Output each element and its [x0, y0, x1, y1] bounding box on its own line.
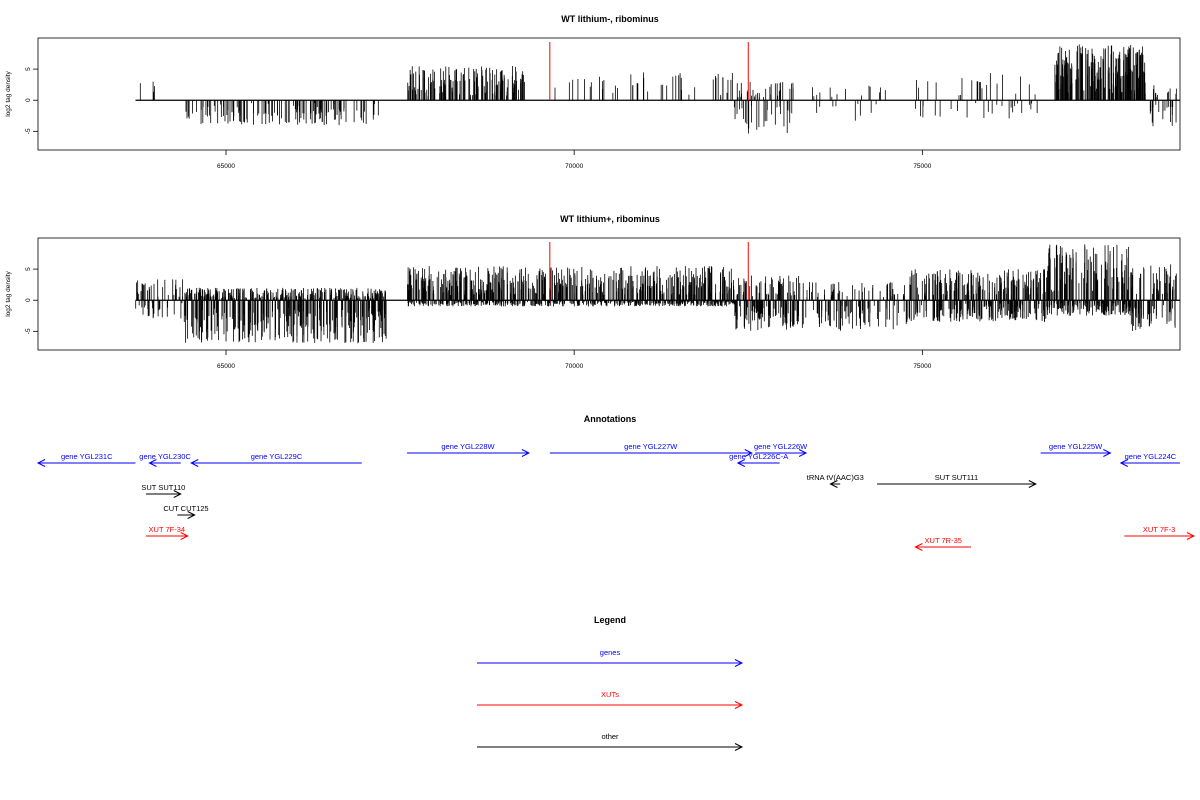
other-label: tRNA tV(AAC)G3: [807, 473, 864, 482]
gene-label: gene YGL230C: [139, 452, 191, 461]
x-tick-label: 70000: [565, 163, 583, 170]
gene-annotation: gene YGL229C: [190, 452, 362, 467]
annotations-panel: Annotations gene YGL231C gene YGL230C gene…: [36, 414, 1196, 551]
gene-label: gene YGL226C-A: [729, 452, 788, 461]
panel2-frame: [37, 237, 1181, 351]
legend-label: genes: [600, 648, 621, 657]
annotation-arrow-head: [734, 743, 744, 751]
annotation-arrow-head: [829, 480, 838, 488]
annotations-title: Annotations: [584, 414, 637, 424]
annotation-arrow-head: [744, 449, 753, 457]
xut-annotation: XUT 7R-35: [914, 536, 972, 551]
gene-label: gene YGL227W: [624, 442, 678, 451]
x-tick-label: 75000: [913, 163, 931, 170]
other-label: SUT SUT111: [935, 473, 978, 482]
x-tick-label: 75000: [913, 363, 931, 370]
legend-item: XUTs: [477, 690, 744, 709]
other-annotation: SUT SUT111: [877, 473, 1037, 488]
annotation-arrow-head: [734, 659, 744, 667]
panel1-axes: 65000 70000 75000 -5 0 5: [25, 67, 932, 170]
legend-item: other: [477, 732, 744, 751]
legend-label: XUTs: [601, 690, 619, 699]
annotation-arrow-head: [36, 459, 46, 467]
xut-label: XUT 7F-3: [1143, 525, 1175, 534]
gene-annotation: gene YGL231C: [36, 452, 136, 467]
x-tick-label: 65000: [217, 163, 235, 170]
gene-annotation: gene YGL224C: [1119, 452, 1180, 467]
legend-item: genes: [477, 648, 744, 667]
gene-annotation: gene YGL228W: [407, 442, 531, 457]
other-annotation: SUT SUT110: [141, 483, 185, 498]
annotation-arrow-head: [180, 532, 189, 540]
gene-annotation: gene YGL227W: [549, 442, 753, 457]
panel2-bars: [135, 242, 1180, 344]
panel2-ylabel: log2 tag density: [5, 270, 12, 316]
annotation-arrow-head: [173, 490, 182, 498]
annotation-arrow-head: [187, 511, 196, 519]
gene-label: gene YGL224C: [1125, 452, 1177, 461]
panel-lithium-plus: WT lithium+, ribominus 65000 70000 75000 -5…: [5, 214, 1181, 370]
gene-annotation: gene YGL226C-A: [729, 452, 788, 467]
y-tick-label: -5: [25, 328, 32, 334]
y-tick-label: 0: [25, 298, 32, 302]
y-tick-label: 0: [25, 98, 32, 102]
annotation-items: gene YGL231C gene YGL230C gene YGL229C gene…: [36, 442, 1196, 551]
panel2-axes: 65000 70000 75000 -5 0 5: [25, 267, 932, 370]
panel1-ylabel: log2 tag density: [5, 70, 12, 116]
legend-panel: Legend genes XUTs other: [477, 615, 744, 751]
annotation-arrow-head: [1186, 532, 1196, 540]
panel2-title: WT lithium+, ribominus: [560, 214, 660, 224]
y-tick-label: 5: [25, 67, 32, 71]
x-tick-label: 70000: [565, 363, 583, 370]
gene-label: gene YGL225W: [1049, 442, 1103, 451]
annotation-arrow-head: [1103, 449, 1112, 457]
y-tick-label: 5: [25, 267, 32, 271]
gene-label: gene YGL228W: [441, 442, 495, 451]
gene-annotation: gene YGL230C: [139, 452, 191, 467]
annotation-arrow-head: [734, 701, 744, 709]
legend-items: genes XUTs other: [477, 648, 744, 751]
gene-label: gene YGL229C: [251, 452, 303, 461]
panel1-frame: [37, 37, 1181, 151]
annotation-arrow-head: [521, 449, 531, 457]
gene-label: gene YGL231C: [61, 452, 113, 461]
other-annotation: tRNA tV(AAC)G3: [807, 473, 864, 488]
annotation-arrow-head: [914, 543, 923, 551]
gene-label: gene YGL226W: [754, 442, 808, 451]
annotation-arrow-head: [190, 459, 199, 467]
panel1-bars: [135, 42, 1180, 134]
x-tick-label: 65000: [217, 363, 235, 370]
gene-annotation: gene YGL226W: [754, 442, 808, 457]
gene-annotation: gene YGL225W: [1040, 442, 1112, 457]
annotation-arrow-head: [798, 449, 808, 457]
annotation-arrow-head: [1119, 459, 1129, 467]
legend-label: other: [601, 732, 619, 741]
annotation-arrow-head: [148, 459, 157, 467]
xut-label: XUT 7F-34: [149, 525, 186, 534]
xut-annotation: XUT 7F-34: [145, 525, 189, 540]
other-label: SUT SUT110: [141, 483, 185, 492]
panel-lithium-minus: WT lithium-, ribominus 65000 70000 75000 -5…: [5, 14, 1181, 170]
xut-annotation: XUT 7F-3: [1124, 525, 1196, 540]
xut-label: XUT 7R-35: [925, 536, 962, 545]
panel1-title: WT lithium-, ribominus: [561, 14, 659, 24]
legend-title: Legend: [594, 615, 626, 625]
annotation-arrow-head: [736, 459, 746, 467]
other-annotation: CUT CUT125: [163, 504, 209, 519]
y-tick-label: -5: [25, 128, 32, 134]
annotation-arrow-head: [1028, 480, 1037, 488]
other-label: CUT CUT125: [163, 504, 208, 513]
